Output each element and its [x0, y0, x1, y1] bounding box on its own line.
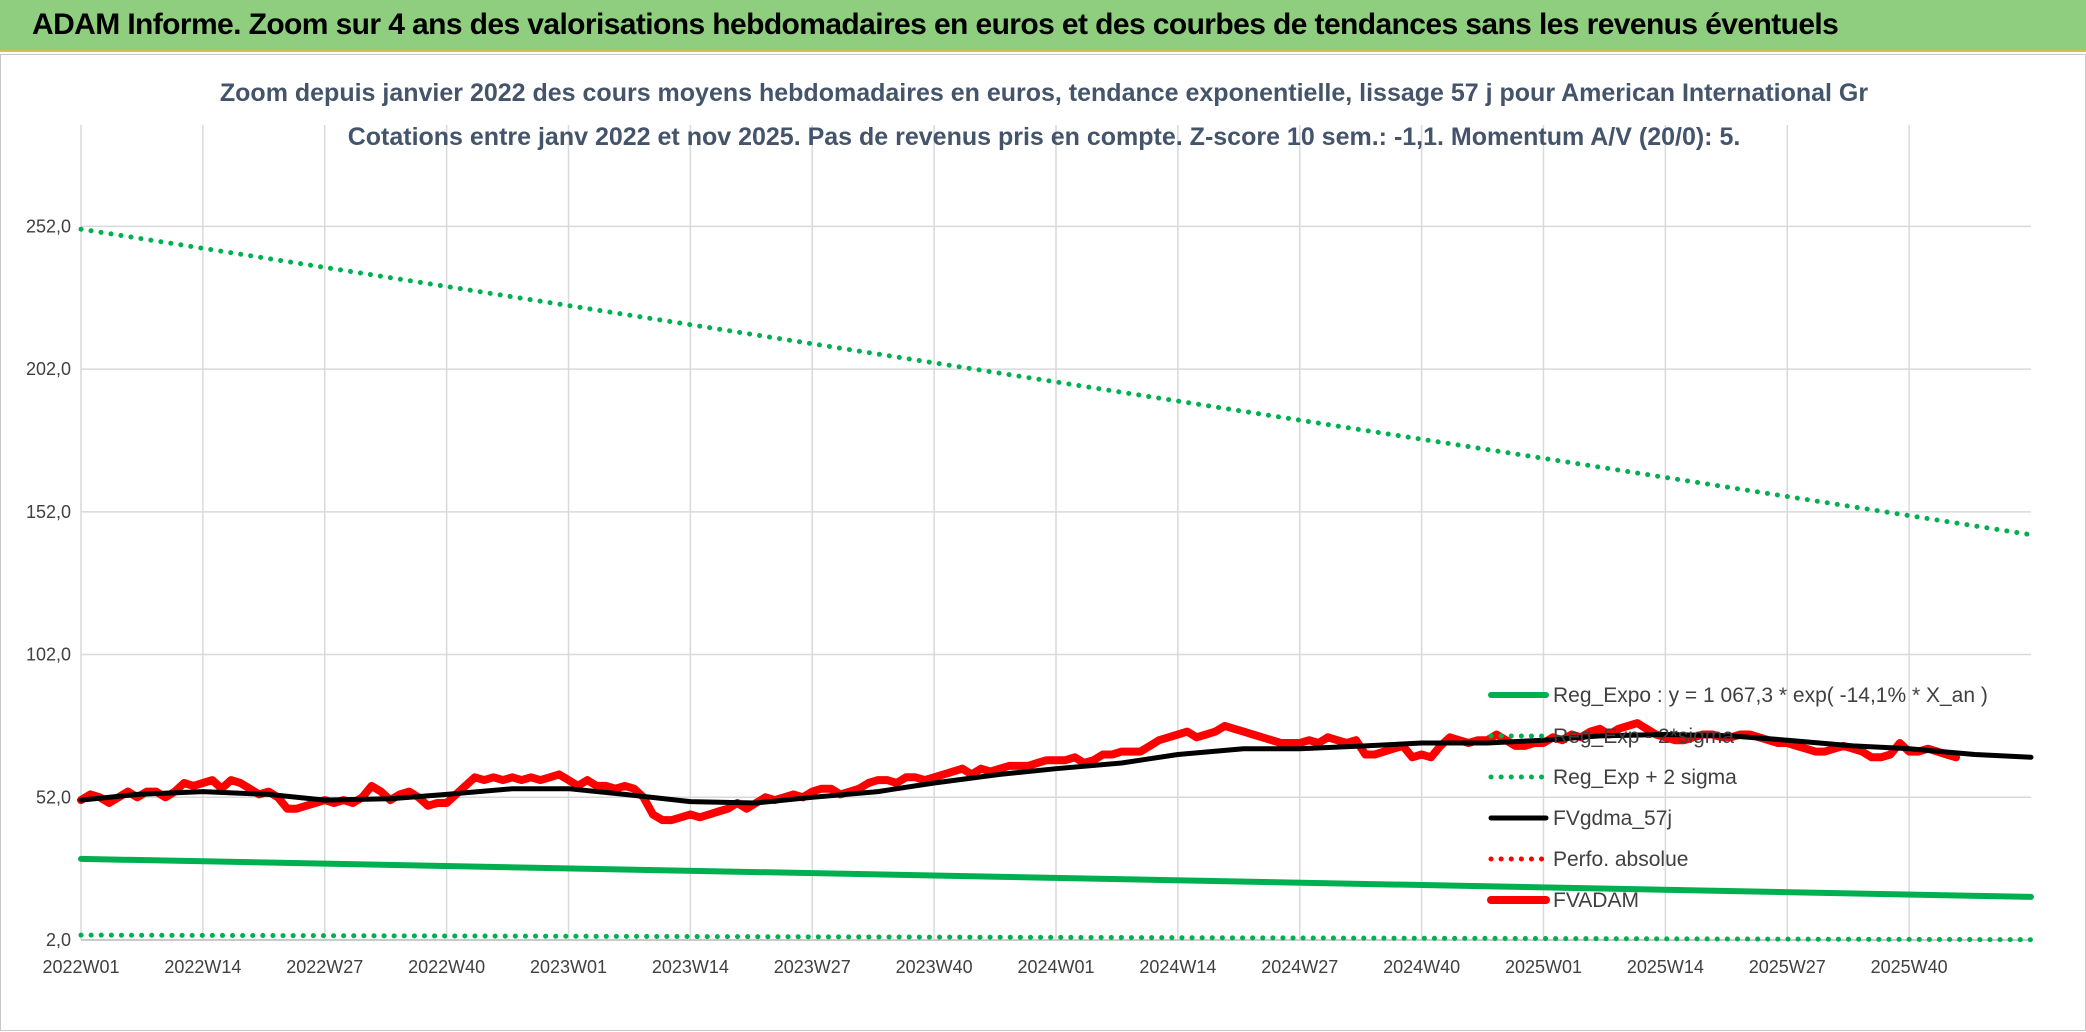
x-tick-label: 2024W27 [1261, 957, 1338, 977]
y-tick-label: 102,0 [26, 645, 71, 665]
x-tick-label: 2022W27 [286, 957, 363, 977]
x-axis-ticks: 2022W01 2022W14 2022W27 2022W40 2023W01 2023W… [42, 957, 1947, 977]
x-tick-label: 2025W40 [1871, 957, 1948, 977]
x-tick-label: 2024W01 [1017, 957, 1094, 977]
series-line-reg-expo-0 [78, 855, 2034, 900]
chart-subtitle: Cotations entre janv 2022 et nov 2025. P… [348, 123, 1741, 151]
x-tick-label: 2023W40 [896, 957, 973, 977]
x-tick-label: 2023W14 [652, 957, 729, 977]
y-tick-label: 152,0 [26, 502, 71, 522]
x-tick-label: 2024W14 [1139, 957, 1216, 977]
series-line-reg-exp-2 [78, 226, 2034, 538]
x-tick-label: 2023W01 [530, 957, 607, 977]
x-tick-label: 2024W40 [1383, 957, 1460, 977]
x-tick-label: 2022W40 [408, 957, 485, 977]
chart-title: Zoom depuis janvier 2022 des cours moyen… [220, 79, 1868, 107]
y-axis-ticks: 2,0 52,0 102,0 152,0 202,0 252,0 [26, 216, 71, 950]
x-tick-label: 2022W14 [164, 957, 241, 977]
series-group [77, 226, 2034, 943]
series-line-fvgdma-57j-3 [78, 732, 2034, 806]
y-tick-label: 2,0 [46, 930, 71, 950]
legend-label: Reg_Exp + 2 sigma [1553, 766, 1737, 789]
page-title: ADAM Informe. Zoom sur 4 ans des valoris… [32, 8, 1839, 41]
y-tick-label: 52,0 [36, 787, 71, 807]
y-tick-label: 252,0 [26, 216, 71, 236]
x-tick-label: 2023W27 [774, 957, 851, 977]
series-line-reg-exp-1 [78, 932, 2034, 943]
legend-label: Reg_Expo : y = 1 067,3 * exp( -14,1% * X… [1553, 684, 1988, 707]
legend-label: Reg_Exp - 2*sigma [1553, 725, 1734, 748]
legend-label: Perfo. absolue [1553, 848, 1688, 871]
legend: Reg_Expo : y = 1 067,3 * exp( -14,1% * X… [1487, 684, 1988, 912]
x-tick-label: 2025W27 [1749, 957, 1826, 977]
x-tick-label: 2025W14 [1627, 957, 1704, 977]
grid-lines [80, 125, 2031, 941]
line-chart: Zoom depuis janvier 2022 des cours moyen… [26, 79, 2034, 977]
page-banner: ADAM Informe. Zoom sur 4 ans des valoris… [0, 0, 2086, 52]
x-tick-label: 2025W01 [1505, 957, 1582, 977]
chart-area: Zoom depuis janvier 2022 des cours moyen… [0, 54, 2086, 1031]
x-tick-label: 2022W01 [42, 957, 119, 977]
y-tick-label: 202,0 [26, 359, 71, 379]
legend-label: FVgdma_57j [1553, 807, 1672, 830]
legend-label: FVADAM [1553, 889, 1639, 912]
